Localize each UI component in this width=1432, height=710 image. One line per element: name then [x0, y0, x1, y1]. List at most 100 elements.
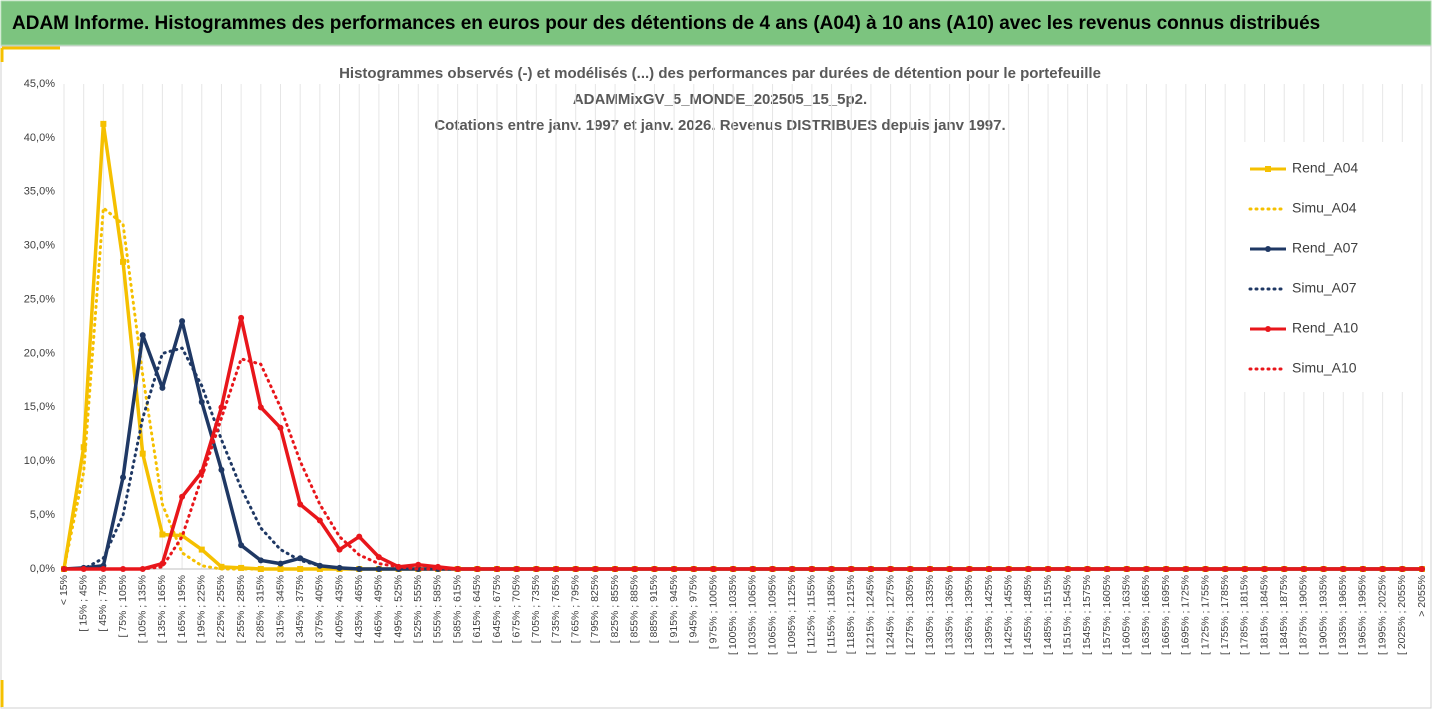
legend-label: Simu_A07	[1292, 280, 1357, 296]
legend-label: Simu_A04	[1292, 200, 1357, 216]
marker	[1419, 566, 1425, 572]
marker	[297, 501, 304, 508]
x-tick-label: [ 855% ; 885%	[629, 575, 641, 643]
marker	[1202, 566, 1209, 572]
x-tick-label: [ 495% ; 525%	[392, 575, 404, 643]
chart-title: Cotations entre janv. 1997 et janv. 2026…	[434, 117, 1005, 134]
x-tick-label: [ 525% ; 555%	[412, 575, 424, 643]
x-tick-label: [ 615% ; 645%	[471, 575, 483, 643]
header-title: ADAM Informe. Histogrammes des performan…	[12, 13, 1320, 34]
x-tick-label: [ 915% ; 945%	[668, 575, 680, 643]
legend-label: Rend_A10	[1292, 320, 1358, 336]
x-tick-label: [ 1605% ; 1635%	[1121, 575, 1133, 655]
marker	[493, 566, 500, 572]
x-tick-label: [ 1695% ; 1725%	[1180, 575, 1192, 655]
x-tick-label: [ 1425% ; 1455%	[1002, 575, 1014, 655]
marker	[1123, 566, 1130, 572]
marker	[375, 554, 382, 561]
x-tick-label: [ 1065% ; 1095%	[766, 575, 778, 655]
x-tick-label: [ 405% ; 435%	[333, 575, 345, 643]
marker	[238, 542, 245, 549]
marker	[1064, 566, 1071, 572]
x-tick-label: [ 1815% ; 1845%	[1258, 575, 1270, 655]
x-tick-label: [ 1005% ; 1035%	[727, 575, 739, 655]
marker	[218, 466, 225, 473]
x-tick-label: [ 645% ; 675%	[491, 575, 503, 643]
x-tick-label: [ 1575% ; 1605%	[1101, 575, 1113, 655]
marker	[415, 561, 422, 568]
x-tick-label: [ 1125% ; 1155%	[806, 575, 818, 653]
x-tick-label: [ 1905% ; 1935%	[1317, 575, 1329, 655]
marker	[218, 563, 225, 570]
x-tick-label: [ 255% ; 285%	[235, 575, 247, 643]
marker	[789, 566, 796, 572]
x-tick-label: [ 2025% ; 2055%	[1396, 575, 1408, 655]
marker	[198, 546, 205, 553]
marker	[926, 566, 933, 572]
x-tick-label: [ 345% ; 375%	[294, 575, 306, 643]
y-tick-label: 15,0%	[24, 401, 55, 413]
x-tick-label: [ 1035% ; 1065%	[747, 575, 759, 655]
x-tick-label: [ 1755% ; 1785%	[1219, 575, 1231, 655]
x-tick-label: [ 195% ; 225%	[196, 575, 208, 643]
x-tick-label: [ 45% ; 75%	[97, 575, 109, 632]
x-tick-label: [ 1185% ; 1215%	[845, 575, 857, 654]
x-tick-label: [ 1845% ; 1875%	[1278, 575, 1290, 655]
marker	[120, 474, 127, 481]
x-tick-label: [ 1395% ; 1425%	[983, 575, 995, 655]
x-tick-label: [ 795% ; 825%	[589, 575, 601, 643]
marker	[631, 566, 638, 572]
x-tick-label: [ 105% ; 135%	[137, 575, 149, 643]
x-tick-label: [ 825% ; 855%	[609, 575, 621, 643]
legend-label: Rend_A07	[1292, 240, 1358, 256]
y-tick-label: 30,0%	[24, 240, 55, 252]
marker	[80, 444, 87, 451]
x-tick-label: [ 1305% ; 1335%	[924, 575, 936, 655]
marker	[277, 560, 284, 567]
y-tick-label: 40,0%	[24, 132, 55, 144]
x-tick-label: [ 1215% ; 1245%	[865, 575, 877, 655]
x-tick-label: [ 555% ; 585%	[432, 575, 444, 643]
x-tick-label: [ 1635% ; 1665%	[1140, 575, 1152, 655]
x-tick-label: [ 1965% ; 1995%	[1357, 575, 1369, 655]
legend-label: Simu_A10	[1292, 360, 1357, 376]
x-tick-label: [ 375% ; 405%	[314, 575, 326, 643]
marker	[986, 566, 993, 572]
marker	[710, 566, 717, 572]
x-tick-label: [ 1995% ; 2025%	[1376, 575, 1388, 655]
x-tick-label: [ 1935% ; 1965%	[1337, 575, 1349, 655]
marker	[100, 566, 107, 572]
marker	[179, 532, 186, 539]
y-tick-label: 10,0%	[24, 455, 55, 467]
x-tick-label: [ 675% ; 705%	[510, 575, 522, 643]
marker	[1340, 566, 1347, 572]
marker	[375, 566, 382, 572]
x-tick-label: [ 1155% ; 1185%	[825, 575, 837, 653]
x-tick-label: [ 1545% ; 1575%	[1081, 575, 1093, 655]
x-tick-label: [ 1455% ; 1485%	[1022, 575, 1034, 655]
marker	[218, 404, 225, 411]
x-tick-label: [ 225% ; 255%	[215, 575, 227, 643]
header-band	[0, 0, 1432, 46]
x-tick-label: [ 135% ; 165%	[156, 575, 168, 643]
legend-label: Rend_A04	[1292, 160, 1358, 176]
y-tick-label: 20,0%	[24, 347, 55, 359]
x-tick-label: [ 1095% ; 1125%	[786, 575, 798, 654]
x-tick-label: [ 75% ; 105%	[117, 575, 129, 637]
legend-marker	[1265, 166, 1271, 172]
marker	[769, 566, 776, 572]
chart-title: ADAMMixGV_5_MONDE_202505_15_5p2.	[573, 91, 867, 108]
x-tick-label: [ 1785% ; 1815%	[1239, 575, 1251, 655]
chart-border	[0, 45, 1432, 709]
y-tick-label: 0,0%	[30, 563, 55, 575]
x-tick-label: [ 435% ; 465%	[353, 575, 365, 643]
marker	[848, 566, 855, 572]
marker	[1281, 566, 1288, 572]
x-tick-label: [ 1335% ; 1365%	[943, 575, 955, 655]
legend-marker	[1265, 326, 1271, 332]
x-tick-label: [ 1275% ; 1305%	[904, 575, 916, 655]
x-tick-label: [ 705% ; 735%	[530, 575, 542, 643]
marker	[159, 384, 166, 391]
